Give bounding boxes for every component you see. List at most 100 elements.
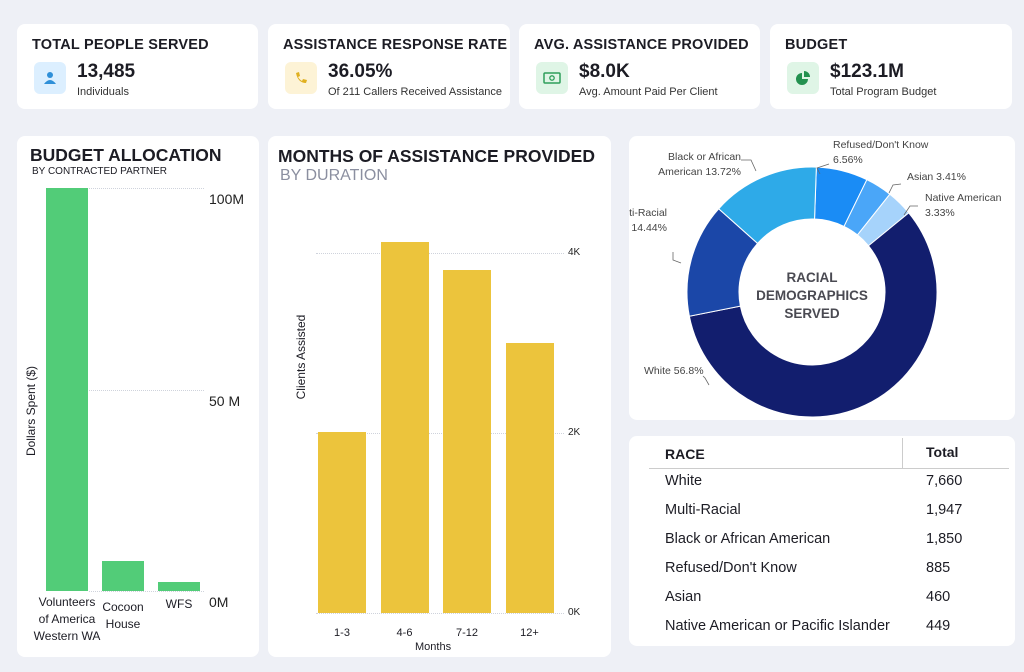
months-assistance-card: MONTHS OF ASSISTANCE PROVIDED BY DURATIO…	[268, 136, 611, 657]
total-cell: 1,947	[926, 502, 963, 518]
bar[interactable]	[102, 560, 144, 591]
total-cell: 885	[926, 560, 951, 576]
kpi-value: $123.1M	[830, 61, 904, 82]
kpi-card: TOTAL PEOPLE SERVED 13,485 Individuals	[17, 24, 258, 109]
chart-subtitle: BY DURATION	[280, 167, 388, 184]
race-cell: Refused/Don't Know	[665, 560, 797, 576]
label-line: Volunteers	[38, 595, 96, 609]
slice-label: Asian 3.41%	[907, 171, 966, 183]
cash-icon	[536, 62, 568, 94]
bar[interactable]	[318, 432, 366, 613]
kpi-subtitle: Individuals	[77, 86, 129, 98]
x-tick-label: 7-12	[423, 625, 511, 642]
bar[interactable]	[505, 343, 554, 613]
bar[interactable]	[46, 188, 88, 591]
label-line: WFS	[165, 597, 193, 611]
x-tick-label: 4-6	[361, 625, 449, 642]
gridline	[89, 591, 204, 592]
kpi-title: BUDGET	[785, 37, 848, 53]
label-line: of America	[38, 612, 96, 626]
title-line: RACIAL	[786, 270, 838, 285]
kpi-card: ASSISTANCE RESPONSE RATE 36.05% Of 211 C…	[268, 24, 510, 109]
x-tick-label: 1-3	[298, 625, 386, 642]
bar[interactable]	[380, 242, 429, 613]
x-axis-label: Months	[415, 641, 452, 653]
x-tick-label: Cocoon House	[82, 599, 164, 633]
racial-demographics-card: Refused/Don't Know 6.56% Asian 3.41% Native…	[612, 136, 1015, 420]
chart-title: MONTHS OF ASSISTANCE PROVIDED	[278, 146, 595, 166]
column-header-race: RACE	[665, 446, 705, 462]
kpi-subtitle: Avg. Amount Paid Per Client	[579, 86, 718, 98]
gridline	[89, 188, 204, 189]
slice-label: 6.56%	[833, 154, 863, 166]
kpi-subtitle: Of 211 Callers Received Assistance	[328, 86, 503, 98]
race-cell: Native American or Pacific Islander	[665, 618, 890, 634]
leader-line	[672, 252, 682, 264]
budget-allocation-card: BUDGET ALLOCATION BY CONTRACTED PARTNER …	[17, 136, 259, 657]
slice-label: Native American	[925, 192, 1002, 204]
race-cell: Multi-Racial	[665, 502, 741, 518]
kpi-card: BUDGET $123.1M Total Program Budget	[770, 24, 1012, 109]
leader-line	[702, 375, 710, 386]
y-tick-label: 100M	[209, 191, 245, 207]
slice-label: Multi-Racial	[629, 207, 667, 219]
x-tick-label: 12+	[486, 625, 574, 642]
phone-icon	[285, 62, 317, 94]
kpi-title: TOTAL PEOPLE SERVED	[32, 37, 209, 53]
title-line: DEMOGRAPHICS	[756, 288, 868, 303]
gridline	[89, 389, 204, 391]
donut-slice[interactable]	[718, 166, 817, 245]
chart-title: BUDGET ALLOCATION	[30, 145, 222, 165]
y-tick-label: 0K	[568, 607, 581, 618]
y-tick-label: 2K	[568, 427, 581, 438]
pie-chart-icon	[787, 62, 819, 94]
kpi-value: 13,485	[77, 61, 136, 82]
label-line: 7-12	[455, 627, 479, 639]
donut-slice[interactable]	[688, 212, 938, 418]
leader-line	[903, 205, 918, 216]
slice-label: 3.33%	[925, 207, 955, 219]
gridline	[316, 613, 564, 614]
donut-chart: Refused/Don't Know 6.56% Asian 3.41% Native…	[612, 139, 1002, 418]
leader-line	[888, 183, 902, 194]
slice-label: Black or African	[668, 151, 741, 163]
leader-line	[741, 159, 757, 172]
bar[interactable]	[443, 270, 491, 613]
gridline	[316, 433, 564, 434]
label-line: House	[105, 617, 141, 631]
label-line: 4-6	[396, 627, 413, 639]
y-tick-label: 4K	[568, 247, 581, 258]
label-line: 1-3	[334, 627, 350, 639]
kpi-subtitle: Total Program Budget	[830, 86, 937, 98]
label-line: Cocoon	[102, 600, 144, 614]
kpi-value: 36.05%	[328, 61, 393, 82]
y-tick-label: 50 M	[209, 392, 241, 409]
donut-center-title: RACIAL DEMOGRAPHICS SERVED	[737, 269, 887, 323]
y-tick-label: 0M	[209, 594, 229, 610]
person-icon	[34, 62, 66, 94]
total-cell: 7,660	[926, 473, 963, 489]
bar[interactable]	[158, 582, 200, 591]
total-cell: 1,850	[926, 531, 963, 547]
label-line: 12+	[520, 627, 539, 639]
x-tick-label: Volunteers of America Western WA	[26, 594, 108, 645]
race-cell: White	[665, 473, 703, 489]
race-cell: Black or African American	[665, 531, 831, 547]
race-table-card: RACE Total White 7,660 Multi-Racial 1,94…	[629, 436, 1015, 646]
slice-label: White 56.8%	[644, 365, 704, 377]
leader-line	[816, 163, 830, 175]
title-line: SERVED	[784, 306, 840, 321]
label-line: Western WA	[33, 629, 101, 643]
kpi-value: $8.0K	[579, 61, 630, 82]
total-cell: 449	[926, 618, 951, 634]
slice-label: American 13.72%	[658, 166, 741, 178]
chart-subtitle: BY CONTRACTED PARTNER	[32, 166, 168, 177]
kpi-title: ASSISTANCE RESPONSE RATE	[283, 37, 508, 53]
kpi-card: AVG. ASSISTANCE PROVIDED $8.0K Avg. Amou…	[519, 24, 760, 109]
slice-label: Refused/Don't Know	[833, 139, 929, 151]
total-cell: 460	[926, 589, 951, 605]
gridline	[316, 253, 564, 254]
column-header-total: Total	[926, 444, 959, 460]
race-cell: Asian	[665, 589, 702, 605]
x-tick-label: WFS	[138, 596, 220, 613]
